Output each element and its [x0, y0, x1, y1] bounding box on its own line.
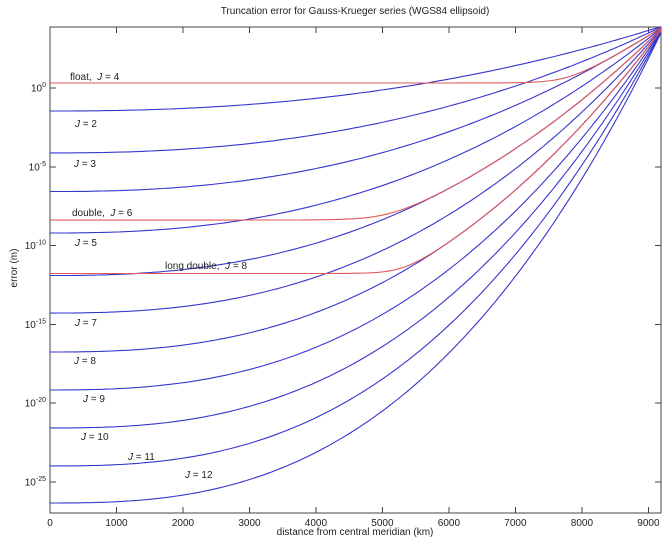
x-tick-label: 0 — [47, 518, 53, 529]
y-tick-label: 100 — [31, 82, 46, 95]
series-curve-j9 — [50, 30, 661, 391]
series-curve-j3 — [50, 27, 661, 154]
series-curve-j11 — [50, 31, 661, 467]
y-tick-label: 10-10 — [25, 240, 46, 253]
plot-area: 0 1000 2000 3000 4000 5000 6000 7000 8000 9000 100… — [25, 26, 662, 529]
curve-label-j5: J = 5 — [74, 238, 97, 249]
series-curve-j8 — [50, 29, 661, 353]
curve-label-j8: J = 8 — [73, 356, 96, 367]
x-tick-label: 1000 — [105, 518, 128, 529]
x-tick-label: 8000 — [571, 518, 594, 529]
x-tick-label: 3000 — [238, 518, 261, 529]
curve-label-j11: J = 11 — [127, 452, 155, 463]
y-tick-label: 10-5 — [29, 161, 46, 174]
curve-label-j3: J = 3 — [73, 159, 96, 170]
series-curve-long-double-j8 — [50, 29, 661, 275]
series-curve-j10 — [50, 31, 661, 429]
series-curve-double-j6 — [50, 28, 661, 221]
x-tick-label: 9000 — [637, 518, 660, 529]
series-curve-j6 — [50, 28, 661, 277]
curve-label-double-j6: double, J = 6 — [72, 208, 133, 219]
x-tick-label: 7000 — [504, 518, 527, 529]
series-curve-j5 — [50, 27, 661, 234]
x-tick-label: 4000 — [305, 518, 328, 529]
curves-layer — [50, 27, 661, 504]
series-curve-j7 — [50, 29, 661, 314]
y-tick-label: 10-15 — [25, 318, 46, 331]
x-axis-label: distance from central meridian (km) — [277, 527, 434, 538]
curve-label-j2: J = 2 — [74, 119, 97, 130]
y-tick-label: 10-20 — [25, 397, 46, 410]
series-curve-j2 — [50, 27, 661, 112]
x-tick-label: 6000 — [438, 518, 461, 529]
y-axis-label: error (m) — [9, 249, 20, 288]
y-tick-label: 10-25 — [25, 476, 46, 489]
chart-title: Truncation error for Gauss-Krueger serie… — [221, 6, 490, 17]
series-curve-j12 — [50, 32, 661, 504]
curve-label-float-j4: float, J = 4 — [70, 72, 120, 83]
x-tick-label: 5000 — [371, 518, 394, 529]
series-curve-float-j4 — [50, 27, 661, 84]
curve-label-j10: J = 10 — [80, 432, 109, 443]
curve-label-j12: J = 12 — [184, 470, 213, 481]
curve-label-long-double-j8: long double, J = 8 — [165, 261, 247, 272]
axes-box — [49, 26, 662, 514]
curve-label-j9: J = 9 — [82, 394, 105, 405]
curve-label-j7: J = 7 — [74, 318, 97, 329]
series-curve-j4 — [50, 27, 661, 193]
x-tick-label: 2000 — [172, 518, 195, 529]
